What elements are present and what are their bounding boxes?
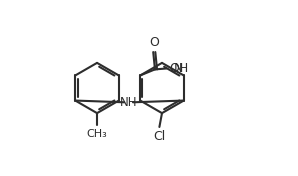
Text: OH: OH	[170, 62, 189, 75]
Text: NH: NH	[120, 96, 137, 109]
Text: Cl: Cl	[153, 130, 165, 143]
Text: O: O	[149, 36, 159, 49]
Text: CH₃: CH₃	[87, 129, 107, 139]
Text: N: N	[173, 62, 183, 75]
